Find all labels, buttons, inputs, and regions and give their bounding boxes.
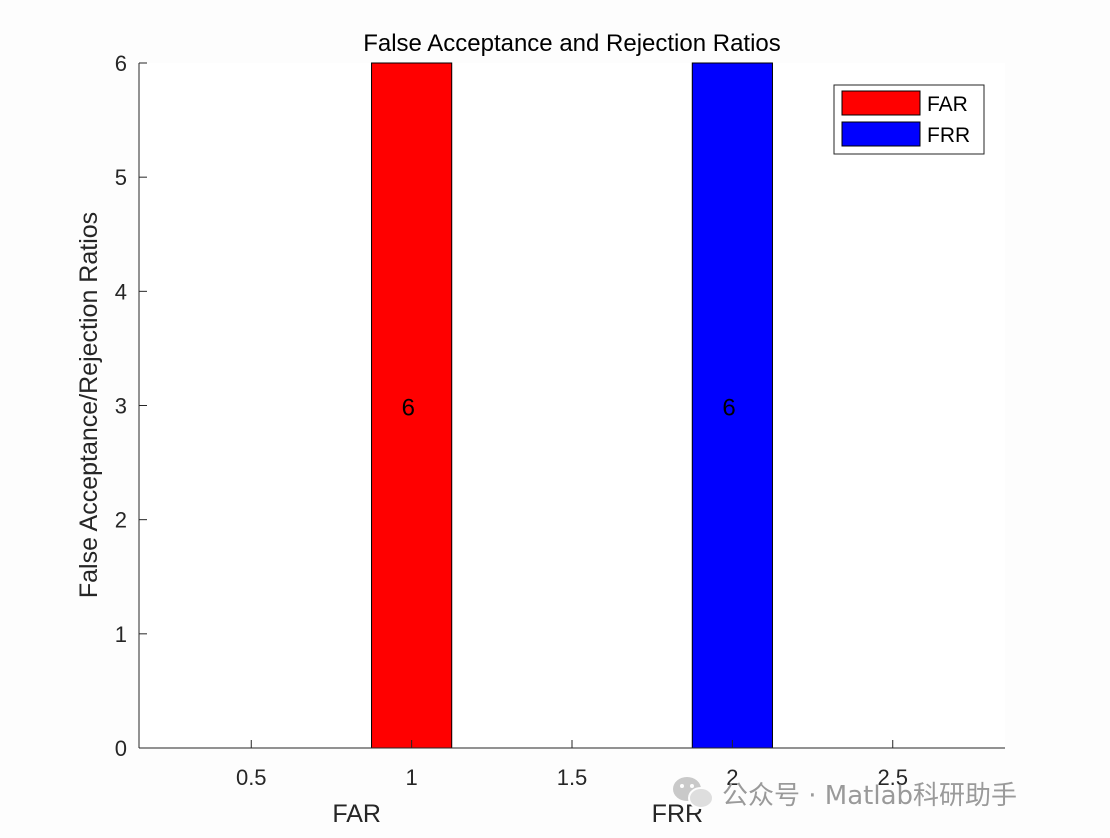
- y-tick-label: 0: [115, 736, 127, 761]
- bar-far: [371, 62, 453, 749]
- plot-area: [139, 63, 1005, 748]
- category-labels-group: FAR FRR: [332, 800, 703, 828]
- x-ticks-group: 0.5 1 1.5 2 2.5: [236, 740, 908, 790]
- legend-swatch-frr: [841, 121, 921, 147]
- wechat-icon: [673, 777, 714, 809]
- y-ticks-group: 0 1 2 3 4 5 6: [115, 51, 147, 761]
- x-tick-label: 1.5: [557, 765, 588, 790]
- legend: FAR FRR: [833, 84, 985, 155]
- watermark-text: 公众号 · Matlab科研助手: [722, 781, 1017, 811]
- watermark: 公众号 · Matlab科研助手: [673, 777, 1017, 811]
- bar-value-label: 6: [402, 395, 415, 422]
- x-tick-label: 2.5: [877, 765, 908, 790]
- legend-swatch-far: [841, 90, 921, 116]
- x-tick-label: 2: [726, 765, 738, 790]
- category-label-far: FAR: [332, 800, 381, 828]
- y-tick-label: 3: [115, 394, 127, 419]
- legend-label-far: FAR: [927, 93, 968, 116]
- y-tick-label: 4: [115, 279, 127, 304]
- y-tick-label: 6: [115, 51, 127, 76]
- y-axis-label: False Acceptance/Rejection Ratios: [75, 212, 103, 598]
- legend-label-frr: FRR: [927, 124, 970, 147]
- x-tick-label: 0.5: [236, 765, 267, 790]
- y-tick-label: 1: [115, 622, 127, 647]
- chart-title: False Acceptance and Rejection Ratios: [363, 30, 781, 57]
- y-tick-label: 2: [115, 508, 127, 533]
- bar-value-label: 6: [722, 395, 735, 422]
- y-tick-label: 5: [115, 165, 127, 190]
- x-tick-label: 1: [406, 765, 418, 790]
